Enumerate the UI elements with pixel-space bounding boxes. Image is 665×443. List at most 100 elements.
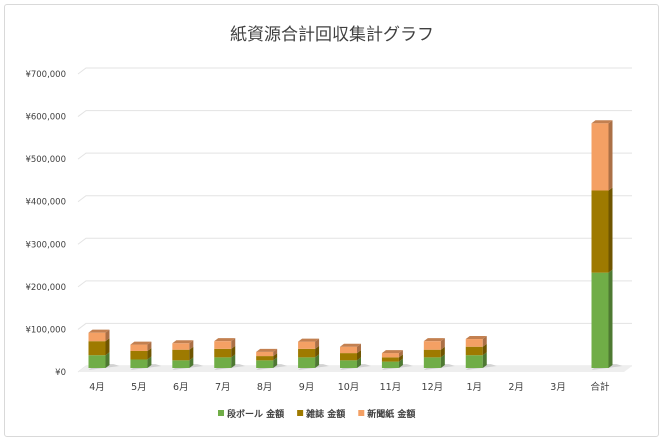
legend-swatch [358,410,365,416]
bar-segment [298,348,316,358]
bar-segment [130,350,148,360]
bar-segment-side [273,357,278,368]
bar-segment-side [147,347,152,360]
bar-segment-top [256,348,278,352]
legend-swatch [297,410,304,416]
x-tick-label: 6月 [173,382,189,393]
gridline [77,195,632,203]
x-tick-label: 7月 [215,382,231,393]
bar-segment-top [214,338,236,342]
bar-segment [465,339,483,347]
bar-segment [88,341,106,356]
bar-segment [423,349,441,358]
bar-segment [591,190,609,273]
bar-segment-side [315,338,320,349]
bar-segment-top [465,336,487,340]
bar-segment [214,357,232,368]
bar-segment [340,346,357,354]
bar-segment [340,360,357,368]
bar-segment-side [315,354,320,368]
bar-segment-top [298,338,320,342]
bar-segment [381,353,399,358]
x-tick-label: 5月 [131,382,147,393]
bar-segment [298,357,316,368]
bar-segment [130,359,148,368]
x-tick-label: 9月 [299,382,315,393]
bar-segment [214,348,232,358]
bar-segment [591,272,609,368]
x-tick-label: 2月 [508,382,524,393]
x-tick-label: 合計 [590,381,610,393]
bar-segment [172,360,190,368]
y-tick-label: ¥400,000 [25,198,66,208]
bar-segment-side [189,340,194,350]
bar-segment-top [130,341,152,345]
bar-segment-side [440,346,445,358]
bar-segment-side [482,343,487,356]
bar-segment-side [482,352,487,368]
bar-segment [298,341,316,349]
bar-segment-side [440,338,445,350]
bar-segment [381,357,399,362]
bar-segment-side [147,341,152,351]
bar-segment-top [172,340,194,344]
bar-segment-side [231,354,236,368]
bar-segment-side [398,350,403,358]
gridline [77,152,632,160]
bar-segment-side [231,345,236,358]
x-tick-label: 3月 [550,382,566,393]
bar-segment-side [147,356,152,368]
gridline [77,67,632,75]
gridline [77,110,632,117]
x-tick-label: 4月 [89,382,105,393]
bar-segment [465,346,483,356]
bar-segment-side [398,354,403,362]
bar-segment-side [273,348,278,357]
bar-segment-side [105,352,110,368]
y-tick-label: ¥500,000 [25,155,66,165]
y-tick-label: ¥100,000 [25,325,66,335]
bar-segment-side [608,187,613,273]
bar-segment [340,353,357,361]
x-tick-label: 8月 [257,382,273,393]
y-tick-label: ¥200,000 [25,283,66,293]
chart-title: 紙資源合計回収集計グラフ [230,25,434,45]
y-tick-label: ¥0 [55,368,66,378]
bar-segment-side [315,345,320,358]
bar-segment [88,332,106,342]
gridline [77,237,632,245]
legend-label: 雑誌 金額 [305,408,345,420]
bar-segment [591,123,609,191]
bar-segment-side [398,358,403,368]
bar-segment-top [591,120,613,124]
bar-segment-side [189,357,194,368]
bar-segment [423,341,441,350]
bar-segment-top [423,338,445,342]
bar-segment-side [608,120,613,191]
bar-segment [256,360,274,368]
bar-segment-top [88,329,110,333]
bar-segment-side [357,343,361,354]
bar-segment [214,341,232,349]
bar-segment [172,343,190,350]
bar-segment-side [440,354,445,368]
gridline [77,322,632,330]
bar-segment-side [189,346,194,361]
legend-label: 段ボール 金額 [227,408,284,420]
bar-segment [423,357,441,368]
bar-segment [172,349,190,361]
bar-segment [465,355,483,368]
chart-frame [4,4,659,437]
legend-swatch [218,410,224,416]
x-tick-label: 11月 [380,382,402,393]
y-tick-label: ¥300,000 [25,240,66,250]
x-tick-label: 12月 [422,382,444,393]
bar-segment-side [273,353,278,361]
bar-segment-side [105,329,110,342]
bar-segment-side [608,269,613,368]
bar-segment-side [357,350,361,361]
legend-label: 新聞紙 金額 [367,408,415,420]
bar-segment [381,361,399,368]
bar-segment-top [340,343,361,347]
